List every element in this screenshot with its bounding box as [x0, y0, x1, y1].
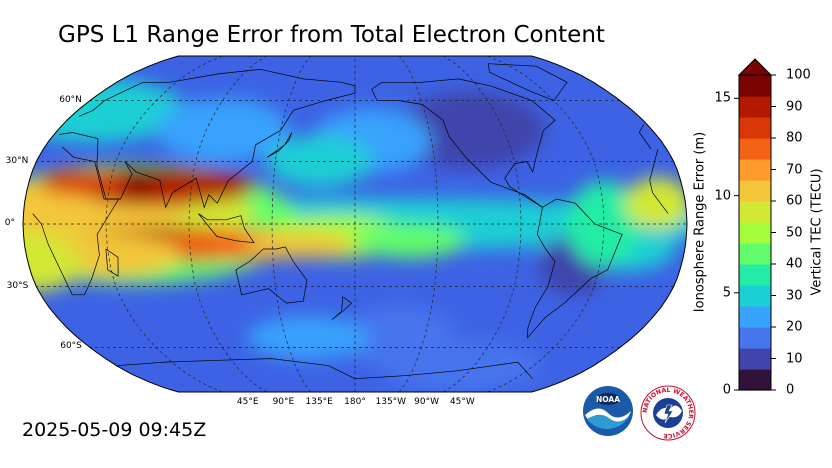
timestamp: 2025-05-09 09:45Z [22, 419, 207, 441]
longitude-label: 135°E [305, 397, 333, 407]
range-error-tick-label: 5 [722, 285, 731, 301]
coastline [59, 68, 652, 209]
coastline [487, 63, 568, 101]
range-error-tick-label: 15 [714, 90, 731, 106]
coastline [371, 78, 556, 208]
coastline [116, 358, 533, 380]
nws-logo: NATIONAL WEATHER SERVICE [640, 385, 696, 441]
colorbar-band [739, 96, 771, 118]
latitude-label: 0° [4, 218, 15, 228]
tec-blob [347, 305, 456, 370]
meridian [398, 56, 439, 392]
chart-title: GPS L1 Range Error from Total Electron C… [58, 22, 605, 48]
tec-tick-label: 80 [786, 130, 803, 146]
colorbar-extend-arrow [737, 58, 773, 76]
meridian [271, 56, 312, 392]
noaa-logo: NOAA [583, 386, 633, 436]
tec-tick-label: 50 [786, 225, 803, 240]
colorbar-band [739, 306, 771, 328]
tec-blob [156, 98, 289, 163]
coastline [32, 146, 669, 296]
longitude-label: 45°W [449, 397, 475, 407]
tec-blob [146, 171, 255, 202]
meridian [487, 56, 605, 392]
tec-tick-label: 10 [786, 351, 803, 366]
colorbar-band [739, 201, 771, 223]
meridian [188, 56, 267, 392]
tec-blob [355, 223, 466, 258]
tec-tick-label: 60 [786, 193, 803, 209]
meridian [443, 56, 522, 392]
tec-blob [244, 231, 355, 258]
tec-tick-label: 30 [786, 288, 803, 303]
colorbar-band [739, 348, 771, 370]
longitude-label: 90°W [414, 397, 440, 407]
graticule [23, 56, 687, 392]
tec-axis-label: Vertical TEC (TECU) [809, 168, 825, 296]
tec-tick-label: 0 [786, 382, 795, 398]
globe-outline [22, 55, 688, 393]
colorbar-band [739, 222, 771, 244]
latitude-label: 30°N [5, 155, 29, 166]
coastline [527, 198, 623, 339]
range-error-tick-label: 10 [714, 188, 731, 204]
tec-field [23, 78, 687, 392]
tec-tick-label: 100 [786, 67, 811, 83]
tec-blob [396, 91, 546, 169]
colorbar-band [739, 75, 771, 97]
longitude-label: 90°E [272, 397, 295, 407]
tec-tick-label: 20 [786, 319, 803, 335]
range-error-axis-label: Ionosphere Range Error (m) [692, 131, 708, 313]
tec-blob [247, 316, 371, 360]
tec-tick-label: 90 [786, 99, 803, 114]
colorbar-band [739, 159, 771, 181]
coastline [235, 246, 308, 304]
colorbar-band [739, 243, 771, 265]
colorbar-band [739, 138, 771, 160]
coastlines [32, 63, 669, 380]
noaa-logo-text: NOAA [596, 395, 620, 404]
tec-blob [624, 177, 687, 229]
colorbar-band [739, 180, 771, 202]
coastline [198, 213, 255, 244]
colorbar-band [739, 117, 771, 139]
colorbar-band [739, 327, 771, 349]
colorbar-band [739, 264, 771, 286]
meridian [105, 56, 223, 392]
tec-tick-label: 70 [786, 162, 803, 177]
tec-blob [38, 169, 129, 196]
latitude-label: 60°S [60, 341, 82, 352]
tec-tick-label: 40 [786, 256, 803, 272]
range-error-tick-label: 0 [722, 382, 731, 398]
colorbar-band [739, 285, 771, 307]
longitude-label: 180° [344, 397, 366, 407]
latitude-label: 30°S [6, 280, 29, 291]
coastline [331, 296, 353, 320]
latitude-label: 60°N [59, 94, 82, 105]
longitude-label: 45°E [236, 397, 259, 407]
coastline [105, 248, 119, 277]
colorbar-band [739, 369, 771, 391]
longitude-label: 135°W [375, 397, 407, 407]
